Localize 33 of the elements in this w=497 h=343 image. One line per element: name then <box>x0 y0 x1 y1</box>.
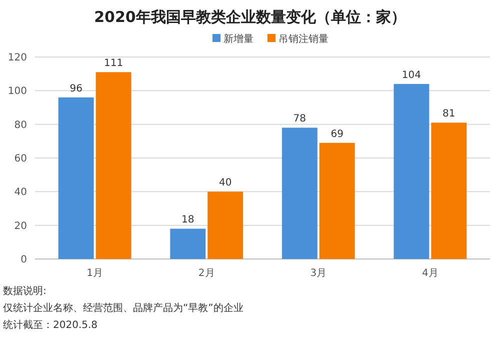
data-label: 81 <box>442 108 456 120</box>
legend-label: 新增量 <box>224 33 254 45</box>
x-tick-label: 3月 <box>310 268 327 279</box>
data-label: 78 <box>293 114 306 125</box>
legend-label: 吊销注销量 <box>278 33 328 45</box>
bar <box>431 122 467 259</box>
bar <box>319 142 355 259</box>
data-label: 104 <box>402 70 422 81</box>
bar <box>170 228 206 259</box>
chart-title: 2020年我国早教类企业数量变化（单位：家） <box>94 8 406 26</box>
bar <box>96 72 132 259</box>
data-label: 111 <box>104 58 124 70</box>
y-tick-label: 120 <box>8 52 27 64</box>
y-tick-label: 40 <box>14 187 27 198</box>
y-tick-label: 0 <box>20 254 27 266</box>
bar <box>58 97 94 259</box>
text: 仅统计企业名称、经营范围、品牌产品为“早教”的企业 <box>3 302 244 314</box>
bar <box>282 128 318 259</box>
text: 统计截至：2020.5.8 <box>3 319 98 331</box>
data-label: 96 <box>70 83 82 94</box>
data-label: 40 <box>218 178 232 189</box>
data-label: 18 <box>182 214 194 226</box>
y-tick-label: 60 <box>14 154 27 164</box>
bar <box>394 84 430 259</box>
bar <box>208 192 244 259</box>
data-label: 69 <box>330 128 344 140</box>
x-tick-label: 1月 <box>86 268 103 279</box>
y-tick-label: 20 <box>14 220 27 232</box>
y-tick-label: 100 <box>8 86 27 98</box>
x-tick-label: 2月 <box>198 268 215 279</box>
x-tick-label: 4月 <box>422 268 438 279</box>
y-tick-label: 80 <box>14 120 27 131</box>
text: 数据说明: <box>3 285 46 297</box>
